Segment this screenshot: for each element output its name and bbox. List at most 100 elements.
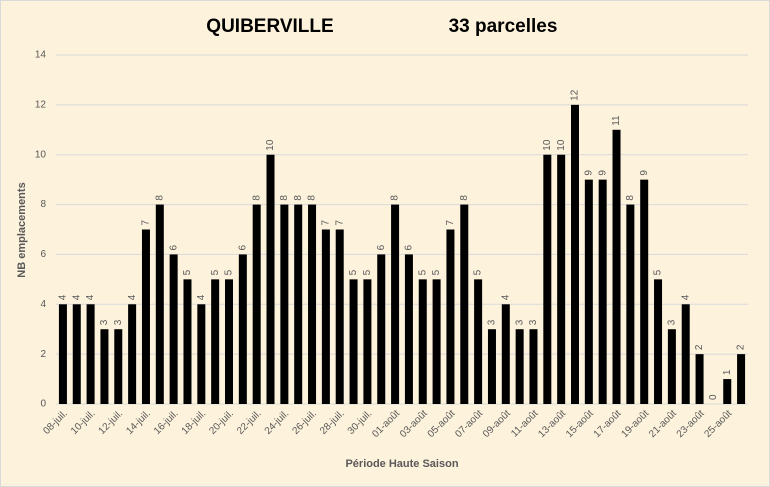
data-label: 5 bbox=[362, 269, 373, 275]
data-label: 12 bbox=[570, 89, 581, 101]
y-tick-label: 14 bbox=[35, 50, 47, 61]
data-label: 5 bbox=[653, 269, 664, 275]
bar bbox=[418, 279, 427, 404]
data-label: 8 bbox=[459, 195, 470, 201]
bar bbox=[100, 329, 109, 404]
data-label: 4 bbox=[71, 294, 82, 300]
data-label: 6 bbox=[376, 244, 387, 250]
data-label: 6 bbox=[237, 244, 248, 250]
bar bbox=[598, 179, 607, 404]
data-label: 8 bbox=[293, 195, 304, 201]
data-label: 9 bbox=[639, 170, 650, 176]
bar bbox=[363, 279, 372, 404]
bar bbox=[211, 279, 220, 404]
bar bbox=[460, 204, 469, 404]
y-tick-label: 12 bbox=[35, 99, 47, 110]
data-label: 4 bbox=[127, 294, 138, 300]
bar bbox=[266, 154, 275, 404]
bar bbox=[695, 354, 704, 404]
bar bbox=[141, 229, 150, 404]
data-label: 9 bbox=[583, 170, 594, 176]
data-label: 5 bbox=[431, 269, 442, 275]
data-label: 5 bbox=[182, 269, 193, 275]
data-label: 8 bbox=[279, 195, 290, 201]
bar bbox=[432, 279, 441, 404]
y-axis-title: NB emplacements bbox=[16, 182, 28, 277]
bar bbox=[252, 204, 261, 404]
bar bbox=[654, 279, 663, 404]
data-label: 10 bbox=[556, 139, 567, 151]
data-label: 7 bbox=[334, 220, 345, 226]
chart-subtitle: 33 parcelles bbox=[449, 16, 558, 37]
chart-title: QUIBERVILLE bbox=[206, 16, 333, 37]
data-label: 8 bbox=[307, 195, 318, 201]
bar bbox=[571, 104, 579, 404]
bar bbox=[543, 154, 552, 404]
data-label: 2 bbox=[736, 344, 747, 350]
bar bbox=[626, 204, 635, 404]
bar bbox=[557, 154, 566, 404]
data-label: 4 bbox=[500, 294, 511, 300]
y-tick-label: 0 bbox=[40, 399, 46, 410]
bar bbox=[446, 229, 455, 404]
data-label: 3 bbox=[528, 319, 539, 325]
bar bbox=[280, 204, 289, 404]
data-label: 3 bbox=[99, 319, 110, 325]
bar bbox=[640, 179, 649, 404]
y-tick-label: 8 bbox=[40, 199, 46, 210]
data-label: 3 bbox=[667, 319, 678, 325]
bar bbox=[391, 204, 400, 404]
data-label: 5 bbox=[348, 269, 359, 275]
data-label: 4 bbox=[196, 294, 207, 300]
data-label: 6 bbox=[404, 244, 415, 250]
data-label: 3 bbox=[113, 319, 124, 325]
data-label: 6 bbox=[168, 244, 179, 250]
data-label: 0 bbox=[708, 394, 719, 400]
y-tick-label: 10 bbox=[35, 149, 47, 160]
bar bbox=[515, 329, 524, 404]
bar bbox=[321, 229, 330, 404]
bar bbox=[723, 379, 732, 404]
data-label: 8 bbox=[154, 195, 165, 201]
y-tick-label: 2 bbox=[40, 349, 46, 360]
bar bbox=[128, 304, 137, 404]
data-label: 8 bbox=[625, 195, 636, 201]
data-label: 5 bbox=[473, 269, 484, 275]
x-axis-title: Période Haute Saison bbox=[345, 458, 458, 470]
data-label: 3 bbox=[487, 319, 498, 325]
data-label: 1 bbox=[722, 369, 733, 375]
data-label: 4 bbox=[58, 294, 69, 300]
data-label: 4 bbox=[85, 294, 96, 300]
data-label: 7 bbox=[141, 220, 152, 226]
data-label: 9 bbox=[597, 170, 608, 176]
data-label: 10 bbox=[265, 139, 276, 151]
data-label: 11 bbox=[611, 115, 622, 126]
bar bbox=[294, 204, 303, 404]
bar bbox=[349, 279, 358, 404]
data-label: 8 bbox=[390, 195, 401, 201]
bar bbox=[667, 329, 676, 404]
bar bbox=[86, 304, 95, 404]
bar bbox=[155, 204, 164, 404]
bar bbox=[238, 254, 247, 404]
bar bbox=[612, 129, 621, 405]
data-label: 5 bbox=[210, 269, 221, 275]
data-label: 8 bbox=[251, 195, 262, 201]
bar bbox=[681, 304, 690, 404]
data-label: 7 bbox=[321, 220, 332, 226]
bar bbox=[529, 329, 538, 404]
data-label: 7 bbox=[445, 220, 456, 226]
bar bbox=[72, 304, 81, 404]
bar bbox=[335, 229, 344, 404]
bar bbox=[584, 179, 593, 404]
bar bbox=[225, 279, 233, 404]
data-label: 2 bbox=[694, 344, 705, 350]
bar bbox=[737, 354, 746, 404]
data-label: 5 bbox=[417, 269, 428, 275]
bar bbox=[501, 304, 510, 404]
data-label: 10 bbox=[542, 139, 553, 151]
bar bbox=[183, 279, 192, 404]
bar bbox=[58, 304, 67, 404]
bar bbox=[474, 279, 483, 404]
